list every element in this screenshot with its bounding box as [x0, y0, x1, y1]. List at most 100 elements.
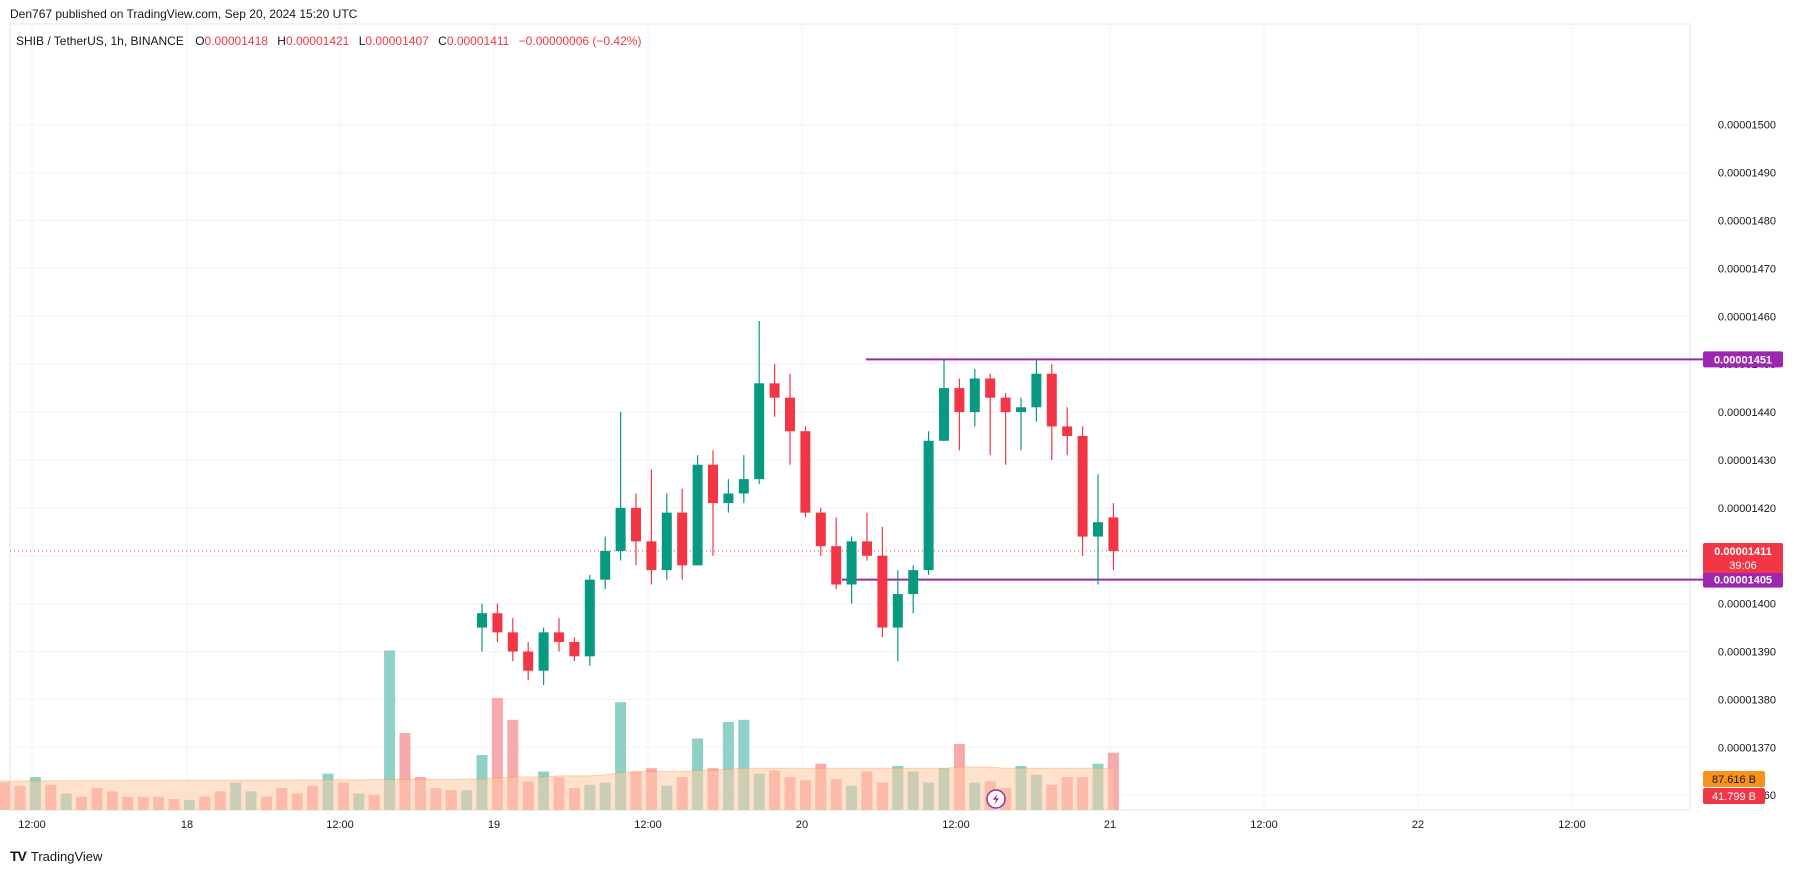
low-label: L	[358, 34, 366, 48]
level-price-label: 0.00001451	[1714, 354, 1772, 366]
candle-body	[692, 464, 703, 566]
time-tick-label: 22	[1412, 819, 1424, 831]
candle-body	[1077, 436, 1088, 537]
price-tick-label: 0.00001400	[1718, 599, 1776, 611]
volume-ma-tag	[1703, 771, 1765, 787]
price-tick-label: 0.00001440	[1718, 407, 1776, 419]
candle-body	[1093, 522, 1103, 537]
high-value: 0.00001421	[285, 34, 350, 48]
volume-bar	[722, 722, 734, 810]
price-tick-label: 0.00001500	[1718, 120, 1776, 132]
price-tick-label: 0.00001390	[1718, 647, 1776, 659]
candle-body	[939, 388, 949, 441]
candle-body	[831, 546, 842, 585]
open-value: 0.00001418	[204, 34, 268, 48]
candle-body	[1062, 426, 1073, 436]
volume-bar	[738, 719, 750, 810]
tradingview-logo[interactable]: TV TradingView	[10, 848, 102, 864]
time-tick-label: 18	[181, 819, 193, 831]
symbol-title[interactable]: SHIB / TetherUS, 1h, BINANCE	[16, 34, 184, 48]
price-tags: 0.00001451 0.00001405 0.00001411 39:06 87.61…	[1703, 351, 1783, 804]
candle-body	[738, 479, 749, 494]
candle-body	[908, 570, 919, 595]
tradingview-brand: TradingView	[30, 848, 103, 864]
candle-body	[985, 378, 996, 398]
time-tick-label: 20	[796, 819, 808, 831]
close-label: C	[438, 34, 447, 48]
time-tick-label: 12:00	[18, 819, 46, 831]
candle-body	[661, 512, 672, 571]
candle-body	[631, 507, 641, 542]
volume-ma-area	[0, 766, 1114, 810]
candle-body	[877, 555, 888, 628]
candle-body	[1108, 517, 1119, 551]
time-tick-label: 12:00	[1250, 819, 1278, 831]
symbol-legend: SHIB / TetherUS, 1h, BINANCE O0.00001418…	[16, 34, 647, 48]
level-price-tag	[1703, 351, 1783, 368]
candle-body	[800, 431, 811, 513]
volume-ma-fill	[0, 767, 1114, 810]
price-tick-label: 0.00001460	[1718, 311, 1776, 323]
candle-body	[1031, 373, 1042, 408]
plot-frame	[9, 23, 1691, 811]
volume-current-label: 41.799 B	[1712, 791, 1756, 803]
time-tick-label: 12:00	[326, 819, 354, 831]
volume-current-tag	[1703, 788, 1765, 804]
volume-bar	[615, 702, 627, 810]
time-tick-label: 12:00	[1558, 819, 1586, 831]
price-tick-label: 0.00001480	[1718, 215, 1776, 227]
time-tick-label: 19	[488, 819, 500, 831]
price-tick-label: 0.00001380	[1718, 694, 1776, 706]
level-price-tag	[1703, 571, 1783, 588]
open-label: O	[195, 34, 205, 48]
time-tick-label: 21	[1104, 819, 1116, 831]
published-by-line: Den767 published on TradingView.com, Sep…	[10, 7, 358, 21]
candle-body	[523, 651, 534, 671]
candle-body	[815, 512, 826, 547]
candle-body	[646, 541, 657, 571]
candle-body	[677, 512, 688, 566]
candle-body	[584, 579, 595, 657]
candle-body	[754, 383, 765, 480]
price-axis: 0.00001500 0.00001490 0.00001480 0.00001470…	[1718, 120, 1776, 803]
volume-bar	[491, 697, 503, 810]
current-price-label: 0.00001411	[1714, 546, 1772, 558]
time-axis: 12:00 18 12:00 19 12:00 20 12:00 21 12:00 22 12:00	[18, 819, 1586, 831]
price-tick-label: 0.00001370	[1718, 742, 1776, 754]
volume-bar	[507, 719, 519, 810]
current-price-tag	[1703, 542, 1783, 573]
candle-body	[492, 613, 503, 633]
change-value: −0.00000006 (−0.42%)	[518, 34, 642, 48]
lightning-icon-bolt	[993, 793, 999, 805]
candle-body	[723, 493, 734, 504]
candle-body	[969, 378, 980, 413]
candle-body	[892, 594, 903, 628]
price-tick-label: 0.00001430	[1718, 455, 1776, 467]
lightning-icon	[986, 789, 1006, 809]
candle-body	[615, 507, 626, 551]
candle-body	[785, 397, 795, 432]
price-tick-label: 0.00001470	[1718, 263, 1776, 275]
candle-body	[923, 440, 934, 571]
price-tick-label: 0.00001490	[1718, 168, 1776, 180]
time-tick-label: 12:00	[634, 819, 662, 831]
candle-body	[769, 383, 780, 398]
candle-body	[954, 388, 965, 413]
candle-body	[862, 541, 872, 556]
countdown-label: 39:06	[1729, 560, 1757, 572]
close-value: 0.00001411	[446, 34, 510, 48]
grid-lines	[10, 24, 1690, 810]
time-tick-label: 12:00	[942, 819, 970, 831]
level-price-label: 0.00001405	[1714, 575, 1772, 587]
candle-body	[1016, 407, 1026, 413]
candle-body	[538, 632, 549, 671]
candle-body	[708, 464, 718, 504]
candle-body	[554, 632, 564, 642]
tradingview-logo-icon: TV	[10, 848, 27, 864]
price-tick-label: 0.00001420	[1718, 503, 1776, 515]
candle-body	[600, 550, 611, 580]
candle-body	[846, 541, 857, 585]
candle-body	[477, 613, 487, 628]
